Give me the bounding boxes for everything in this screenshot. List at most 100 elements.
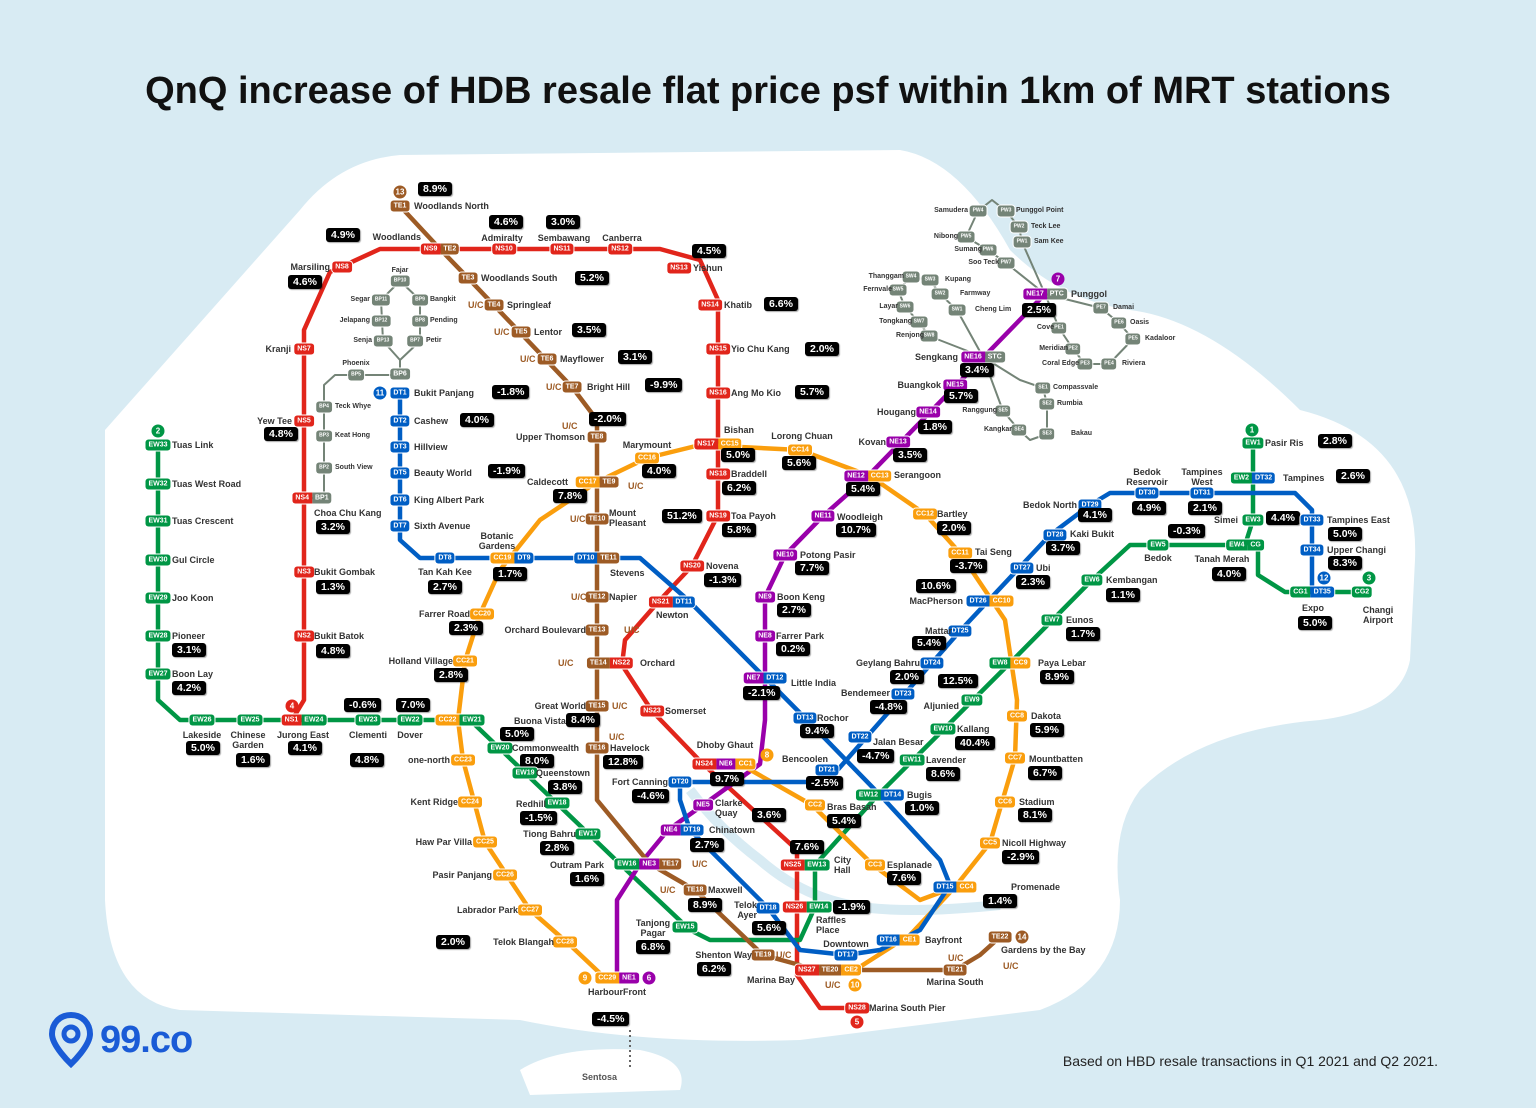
station-code-marina-south[interactable]: TE21	[942, 963, 968, 977]
station-code-ubi[interactable]: DT27	[1009, 561, 1035, 575]
station-name-napier[interactable]: Napier	[609, 592, 638, 602]
station-code-tampines-west[interactable]: DT31	[1189, 486, 1215, 500]
station-name-marsiling[interactable]: Marsiling	[290, 262, 330, 272]
station-name-telok-blangah[interactable]: Telok Blangah	[493, 937, 554, 947]
station-name-pasir-ris[interactable]: Pasir Ris	[1265, 438, 1304, 448]
station-name-raffles-place[interactable]: Raffles Place	[816, 915, 847, 935]
lrt-code-bp8[interactable]: BP8	[411, 314, 429, 328]
lrt-code-sw3[interactable]: SW3	[920, 273, 940, 287]
lrt-code-sw6[interactable]: SW6	[895, 300, 915, 314]
lrt-code-bp13[interactable]: BP13	[372, 334, 394, 348]
station-code-haw-par-villa[interactable]: CC25	[472, 835, 498, 849]
station-code-bukit-panjang[interactable]: DT1	[389, 386, 411, 400]
lrt-code-pe2[interactable]: PE2	[1064, 342, 1082, 356]
station-name-caldecott[interactable]: Caldecott	[526, 477, 568, 487]
station-name-mayflower[interactable]: Mayflower	[560, 354, 605, 364]
station-name-stadium[interactable]: Stadium	[1019, 797, 1055, 807]
station-code-farrer-road[interactable]: CC20	[469, 607, 495, 621]
lrt-station-name[interactable]: Compassvale	[1053, 384, 1099, 391]
station-code-marina-south-pier[interactable]: NS28	[844, 1001, 870, 1015]
station-name-marymount[interactable]: Marymount	[622, 440, 672, 450]
station-code-telok-ayer[interactable]: DT18	[755, 901, 781, 915]
lrt-code-pe4[interactable]: PE4	[1100, 357, 1118, 371]
station-code-marsiling[interactable]: NS8	[331, 260, 353, 274]
station-code-holland-village[interactable]: CC21	[452, 654, 478, 668]
station-name-mount-pleasant[interactable]: Mount Pleasant	[609, 508, 647, 528]
station-name-bendemeer[interactable]: Bendemeer	[840, 688, 890, 698]
station-code-lakeside[interactable]: EW26	[188, 713, 216, 727]
lrt-station-name[interactable]: Bakau	[1071, 430, 1093, 437]
lrt-station-name[interactable]: Thanggam	[868, 273, 904, 280]
station-name-orchard[interactable]: Orchard	[640, 658, 676, 668]
station-code-promenade[interactable]: DT15 CC4	[932, 880, 978, 894]
station-code-tan-kah-kee[interactable]: DT8	[434, 551, 456, 565]
station-code-bayfront[interactable]: DT16 CE1	[875, 933, 921, 947]
lrt-code-bp9[interactable]: BP9	[411, 293, 429, 307]
station-code-toa-payoh[interactable]: NS19	[705, 509, 731, 523]
station-code-mountbatten[interactable]: CC7	[1003, 751, 1027, 765]
station-name-orchard-boulevard[interactable]: Orchard Boulevard	[504, 625, 586, 635]
lrt-code-sw4[interactable]: SW4	[901, 270, 921, 284]
station-name-king-albert-park[interactable]: King Albert Park	[414, 495, 485, 505]
station-name-tampines-west[interactable]: Tampines West	[1181, 467, 1223, 487]
station-name-marina-south[interactable]: Marina South	[926, 977, 984, 987]
station-name-rochor[interactable]: Rochor	[817, 713, 849, 723]
station-name-one-north[interactable]: one-north	[408, 755, 450, 765]
station-name-hougang[interactable]: Hougang	[877, 407, 916, 417]
station-code-kranji[interactable]: NS7	[293, 342, 315, 356]
station-name-shenton-way[interactable]: Shenton Way	[695, 950, 752, 960]
station-code-woodleigh[interactable]: NE11	[810, 509, 836, 523]
station-name-marina-south-pier[interactable]: Marina South Pier	[869, 1003, 946, 1013]
station-code-upper-changi[interactable]: DT34	[1299, 543, 1325, 557]
lrt-station-name[interactable]: Bangkit	[430, 296, 456, 303]
lrt-station-name[interactable]: Cheng Lim	[975, 306, 1012, 313]
station-code-jurong-east[interactable]: NS1 EW24	[280, 713, 328, 727]
lrt-station-name[interactable]: Tongkang	[879, 318, 912, 325]
station-code-novena[interactable]: NS20	[679, 559, 705, 573]
station-code-sengkang[interactable]: NE16 STC	[960, 350, 1006, 364]
station-code-kovan[interactable]: NE13	[885, 435, 911, 449]
station-code-admiralty[interactable]: NS10	[491, 242, 517, 256]
station-code-mount-pleasant[interactable]: TE10	[584, 512, 610, 526]
station-name-bright-hill[interactable]: Bright Hill	[587, 382, 630, 392]
lrt-code-sw5[interactable]: SW5	[888, 283, 908, 297]
lrt-code-pw1[interactable]: PW1	[1012, 235, 1032, 249]
station-code-commonwealth[interactable]: EW20	[486, 741, 514, 755]
station-name-toa-payoh[interactable]: Toa Payoh	[731, 511, 776, 521]
station-code-clementi[interactable]: EW23	[354, 713, 382, 727]
lrt-station-name[interactable]: South View	[335, 464, 373, 471]
lrt-station-name[interactable]: Segar	[350, 296, 370, 303]
station-code-tuas-crescent[interactable]: EW31	[144, 514, 172, 528]
lrt-code-sw8[interactable]: SW8	[919, 329, 939, 343]
station-code-woodlands[interactable]: NS9 TE2	[419, 242, 461, 256]
lrt-station-name[interactable]: Punggol Point	[1016, 207, 1064, 214]
station-name-haw-par-villa[interactable]: Haw Par Villa	[415, 837, 472, 847]
station-code-lorong-chuan[interactable]: CC14	[787, 443, 813, 457]
station-name-newton[interactable]: Newton	[656, 610, 689, 620]
station-name-jurong-east[interactable]: Jurong East	[276, 730, 330, 740]
station-code-joo-koon[interactable]: EW29	[144, 591, 172, 605]
lrt-station-name[interactable]: Teck Lee	[1031, 223, 1061, 230]
station-name-redhill[interactable]: Redhill	[515, 799, 546, 809]
station-name-promenade[interactable]: Promenade	[1011, 882, 1061, 892]
station-name-buona-vista[interactable]: Buona Vista	[514, 716, 566, 726]
station-code-havelock[interactable]: TE16	[584, 741, 610, 755]
station-name-tampines[interactable]: Tampines	[1283, 473, 1325, 483]
station-code-marina-bay[interactable]: NS27 TE20 CE2	[794, 963, 862, 977]
station-name-cashew[interactable]: Cashew	[414, 416, 449, 426]
station-name-paya-lebar[interactable]: Paya Lebar	[1038, 658, 1087, 668]
station-code-dover[interactable]: EW22	[396, 713, 424, 727]
station-name-bishan[interactable]: Bishan	[724, 425, 755, 435]
station-name-lentor[interactable]: Lentor	[534, 327, 562, 337]
station-code-maxwell[interactable]: TE18	[682, 883, 708, 897]
station-code-rochor[interactable]: DT13	[792, 711, 818, 725]
station-name-fort-canning[interactable]: Fort Canning	[612, 777, 668, 787]
station-name-dakota[interactable]: Dakota	[1031, 711, 1062, 721]
station-code-boon-keng[interactable]: NE9	[754, 590, 776, 604]
station-code-hougang[interactable]: NE14	[915, 405, 941, 419]
station-name-farrer-park[interactable]: Farrer Park	[776, 631, 825, 641]
lrt-code-se5[interactable]: SE5	[994, 404, 1012, 418]
station-code-gul-circle[interactable]: EW30	[144, 553, 172, 567]
station-code-redhill[interactable]: EW18	[543, 796, 571, 810]
lrt-station-name[interactable]: Fajar	[391, 267, 409, 274]
